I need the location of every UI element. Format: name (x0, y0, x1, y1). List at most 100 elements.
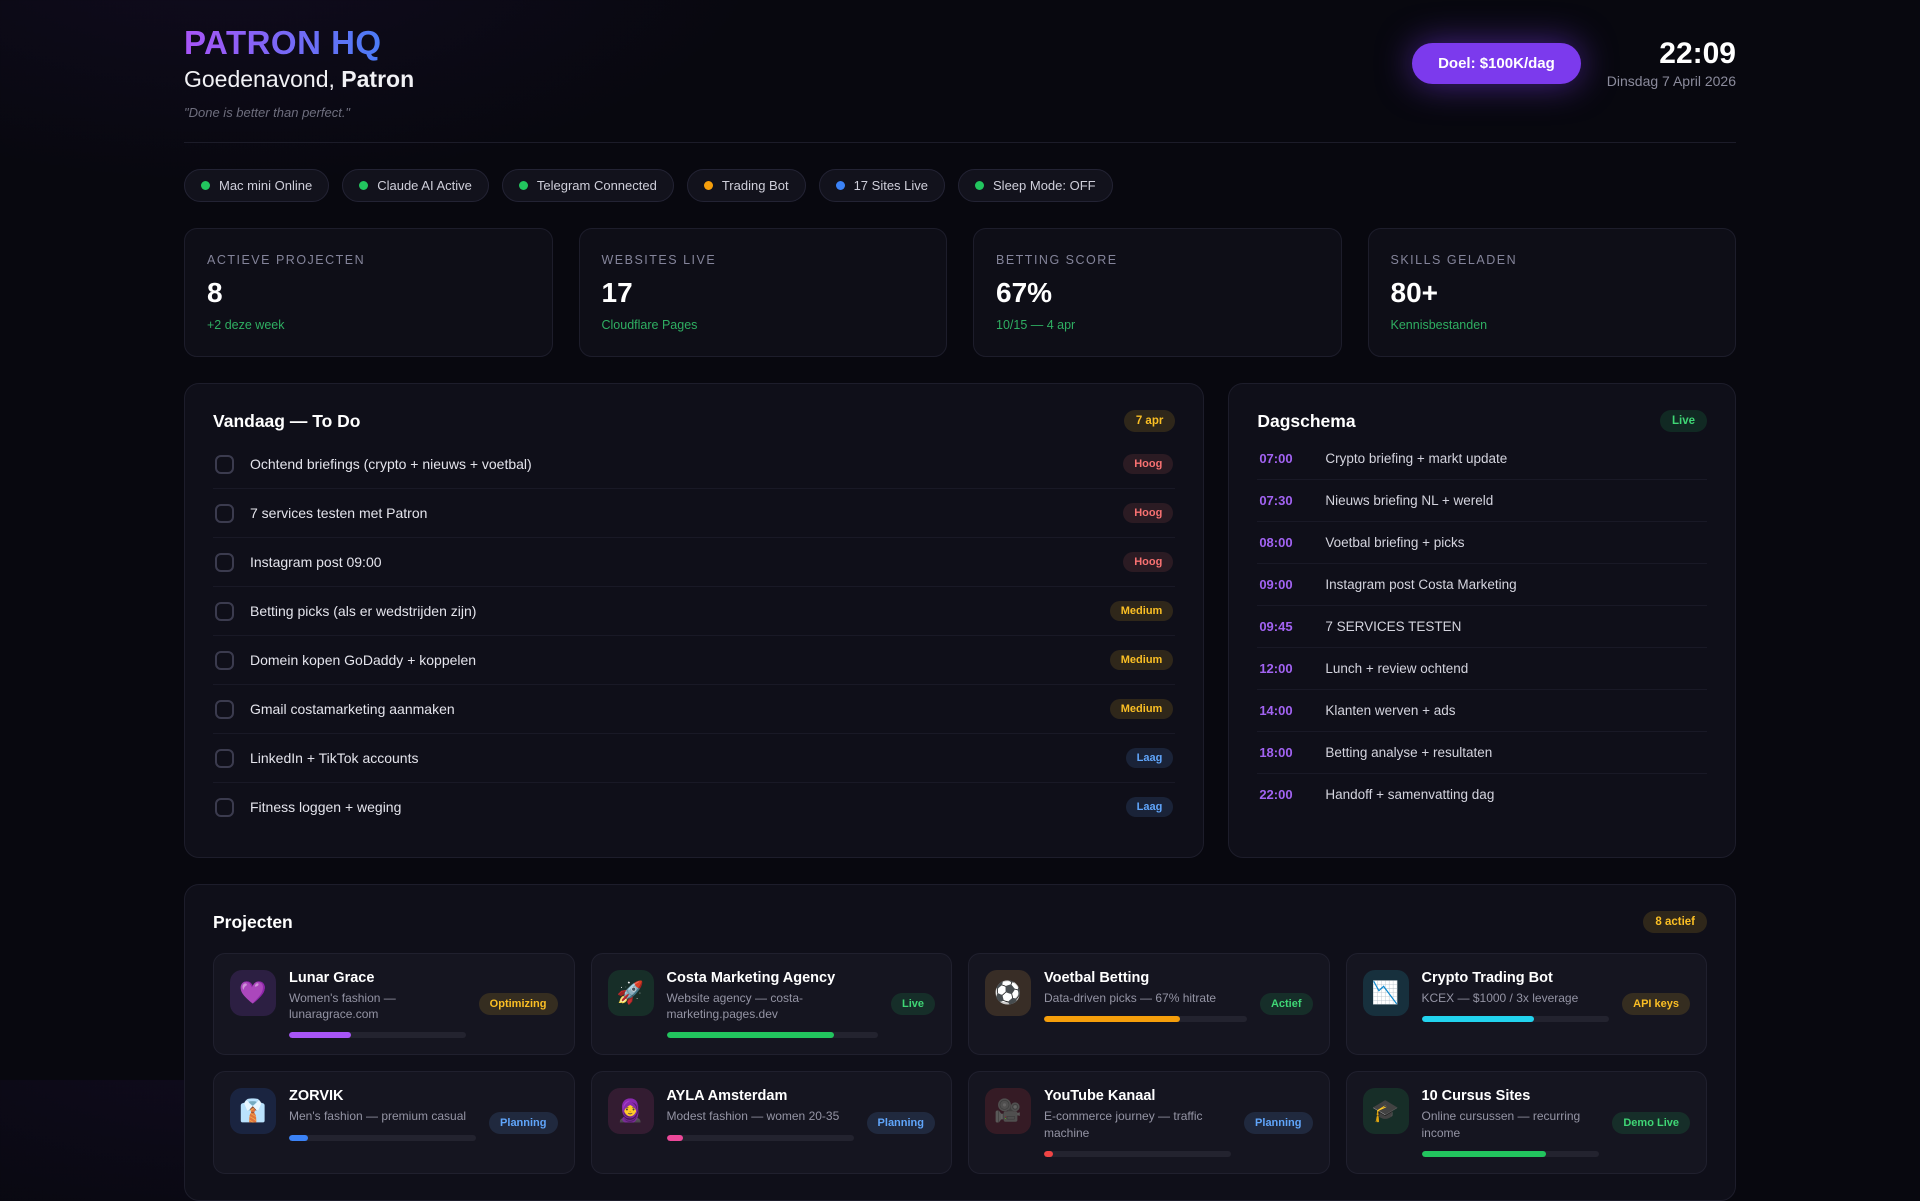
project-status-badge: Optimizing (478, 993, 558, 1016)
progress-bar-track (289, 1032, 466, 1039)
stat-card: ACTIEVE PROJECTEN 8 +2 deze week (184, 228, 553, 357)
todo-item[interactable]: Fitness loggen + weging Laag (213, 783, 1175, 831)
todo-header: Vandaag — To Do 7 apr (213, 410, 1176, 432)
todo-item-label: Fitness loggen + weging (250, 799, 402, 815)
priority-badge: Medium (1109, 650, 1174, 670)
progress-bar-fill (1044, 1150, 1054, 1157)
schedule-item: 07:00 Crypto briefing + markt update (1257, 438, 1707, 480)
header-right: Doel: $100K/dag 22:09 Dinsdag 7 April 20… (1412, 38, 1736, 89)
todo-item[interactable]: LinkedIn + TikTok accounts Laag (213, 734, 1176, 783)
stat-subtext: +2 deze week (207, 318, 285, 332)
todo-item-label: Ochtend briefings (crypto + nieuws + voe… (250, 456, 532, 472)
todo-item-label: Betting picks (als er wedstrijden zijn) (250, 603, 477, 619)
project-card[interactable]: 🎥 YouTube Kanaal E-commerce journey — tr… (968, 1071, 1330, 1174)
todo-item-label: Instagram post 09:00 (250, 554, 382, 570)
todo-item[interactable]: Ochtend briefings (crypto + nieuws + voe… (213, 440, 1176, 489)
projects-panel: Projecten 8 actief 💜 Lunar Grace Women's… (184, 884, 1736, 1201)
status-pill-label: Trading Bot (721, 178, 789, 193)
progress-bar-track (289, 1134, 477, 1141)
todo-item[interactable]: Domein kopen GoDaddy + koppelen Medium (213, 636, 1176, 685)
schedule-panel: Dagschema Live 07:00 Crypto briefing + m… (1228, 383, 1736, 858)
schedule-item: 09:00 Instagram post Costa Marketing (1257, 564, 1707, 606)
todo-item[interactable]: Gmail costamarketing aanmaken Medium (213, 685, 1176, 734)
greeting-prefix: Goedenavond, (184, 66, 342, 92)
status-pill-label: Claude AI Active (377, 178, 472, 193)
todo-checkbox[interactable] (215, 552, 234, 572)
progress-bar-fill (666, 1032, 834, 1039)
todo-panel: Vandaag — To Do 7 apr Ochtend briefings … (184, 383, 1205, 858)
todo-checkbox[interactable] (215, 699, 234, 719)
project-info: AYLA Amsterdam Modest fashion — women 20… (666, 1088, 854, 1141)
schedule-header: Dagschema Live (1257, 410, 1707, 432)
progress-bar-track (666, 1134, 854, 1141)
goal-button[interactable]: Doel: $100K/dag (1412, 42, 1581, 84)
project-status-badge: API keys (1622, 993, 1690, 1016)
project-description: E-commerce journey — traffic machine (1044, 1109, 1203, 1140)
project-description: Website agency — costa-marketing.pages.d… (666, 991, 804, 1022)
schedule-item-label: Lunch + review ochtend (1325, 661, 1469, 676)
project-status-badge: Planning (866, 1111, 935, 1134)
todo-item[interactable]: Betting picks (als er wedstrijden zijn) … (213, 587, 1176, 636)
project-icon: 🎥 (985, 1088, 1031, 1135)
todo-checkbox[interactable] (215, 454, 234, 474)
project-card[interactable]: 💜 Lunar Grace Women's fashion — lunaragr… (213, 953, 575, 1056)
schedule-time: 07:00 (1259, 451, 1293, 466)
header: PATRON HQ Goedenavond, Patron "Done is b… (184, 24, 1736, 143)
projects-title: Projecten (213, 911, 293, 932)
todo-item[interactable]: 7 services testen met Patron Hoog (213, 489, 1176, 538)
project-card[interactable]: 👔 ZORVIK Men's fashion — premium casual … (213, 1071, 575, 1174)
project-name: Voetbal Betting (1044, 970, 1150, 986)
project-card[interactable]: 🧕 AYLA Amsterdam Modest fashion — women … (590, 1071, 952, 1174)
stat-card: BETTING SCORE 67% 10/15 — 4 apr (973, 228, 1342, 357)
stat-value: 8 (207, 277, 223, 308)
project-card[interactable]: 📉 Crypto Trading Bot KCEX — $1000 / 3x l… (1345, 953, 1707, 1056)
status-dot-icon (359, 181, 369, 190)
stat-subtext: Kennisbestanden (1390, 318, 1488, 332)
schedule-item-label: Nieuws briefing NL + wereld (1325, 493, 1494, 508)
todo-checkbox[interactable] (215, 601, 234, 621)
schedule-item-label: Crypto briefing + markt update (1325, 451, 1508, 466)
priority-badge: Medium (1109, 601, 1174, 621)
todo-checkbox[interactable] (215, 650, 234, 670)
schedule-time: 09:00 (1259, 577, 1293, 592)
todo-item-label: 7 services testen met Patron (250, 505, 428, 521)
project-name: Lunar Grace (289, 970, 375, 986)
schedule-item-label: Handoff + samenvatting dag (1325, 787, 1495, 802)
priority-badge: Laag (1125, 748, 1174, 768)
progress-bar-fill (1044, 1016, 1180, 1023)
progress-bar-fill (1421, 1016, 1535, 1023)
project-card[interactable]: ⚽ Voetbal Betting Data-driven picks — 67… (968, 953, 1330, 1056)
project-name: YouTube Kanaal (1044, 1088, 1156, 1105)
status-dot-icon (201, 181, 210, 190)
todo-checkbox[interactable] (215, 503, 234, 523)
status-pill-row: Mac mini Online Claude AI Active Telegra… (184, 169, 1736, 202)
status-pill: Sleep Mode: OFF (958, 169, 1113, 202)
app-title: PATRON HQ (184, 24, 414, 62)
progress-bar-fill (289, 1032, 351, 1039)
todo-checkbox[interactable] (215, 797, 234, 817)
priority-badge: Laag (1125, 797, 1174, 817)
progress-bar-fill (666, 1134, 684, 1141)
progress-bar-track (1044, 1150, 1232, 1157)
stat-label: SKILLS GELADEN (1390, 253, 1518, 267)
schedule-list: 07:00 Crypto briefing + markt update 07:… (1257, 438, 1707, 815)
project-name: Costa Marketing Agency (666, 970, 836, 986)
status-pill: Telegram Connected (501, 169, 674, 202)
status-pill: Mac mini Online (184, 169, 330, 202)
project-card[interactable]: 🚀 Costa Marketing Agency Website agency … (590, 953, 952, 1056)
project-description: Modest fashion — women 20-35 (666, 1109, 840, 1124)
todo-item[interactable]: Instagram post 09:00 Hoog (213, 538, 1176, 587)
project-icon: 🚀 (607, 970, 654, 1016)
priority-badge: Hoog (1123, 503, 1174, 523)
schedule-item-label: 7 SERVICES TESTEN (1325, 619, 1462, 634)
progress-bar-track (1421, 1150, 1600, 1157)
schedule-time: 08:00 (1259, 535, 1293, 550)
todo-checkbox[interactable] (215, 748, 234, 768)
project-card[interactable]: 🎓 10 Cursus Sites Online cursussen — rec… (1345, 1071, 1707, 1174)
project-name: Crypto Trading Bot (1421, 970, 1553, 986)
todo-item-label: LinkedIn + TikTok accounts (250, 750, 419, 766)
projects-header: Projecten 8 actief (213, 911, 1707, 933)
project-status-badge: Planning (489, 1111, 558, 1134)
schedule-item-label: Voetbal briefing + picks (1325, 535, 1465, 550)
schedule-item: 14:00 Klanten werven + ads (1257, 690, 1707, 732)
